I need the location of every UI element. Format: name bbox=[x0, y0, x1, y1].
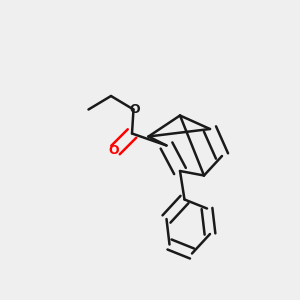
Text: O: O bbox=[130, 103, 140, 116]
Text: O: O bbox=[109, 143, 119, 157]
